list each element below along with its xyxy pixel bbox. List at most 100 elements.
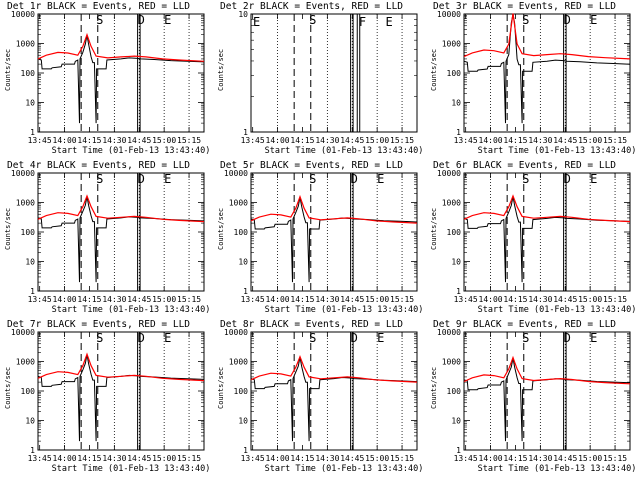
y-tick-label: 100: [234, 387, 249, 396]
x-tick-label: 13:45: [28, 295, 52, 304]
x-tick-label: 14:00: [479, 136, 503, 145]
end-label: E: [164, 331, 171, 345]
end-label: F: [359, 15, 366, 29]
y-tick-label: 10000: [11, 169, 35, 178]
x-axis-label: Start Time (01-Feb-13 13:43:40): [265, 464, 424, 474]
x-tick-label: 14:15: [290, 136, 314, 145]
y-tick-label: 10: [238, 258, 248, 267]
y-axis-label: Counts/sec: [4, 49, 12, 91]
data-label: D: [564, 13, 571, 27]
flare-start-label: S: [309, 331, 316, 345]
panel-det-7: Det 7r BLACK = Events, RED = LLD Counts/s…: [4, 319, 210, 474]
panel-title: Det 4r BLACK = Events, RED = LLD: [7, 160, 190, 171]
x-tick-label: 15:15: [177, 136, 201, 145]
x-axis-label: Start Time (01-Feb-13 13:43:40): [265, 146, 424, 156]
y-tick-label: 1: [456, 287, 461, 296]
x-axis-label: Start Time (01-Feb-13 13:43:40): [52, 146, 211, 156]
x-axis-label: Start Time (01-Feb-13 13:43:40): [478, 305, 637, 315]
events-line: [37, 35, 205, 124]
y-tick-label: 1000: [442, 40, 461, 49]
events-line: [463, 13, 631, 124]
x-tick-label: 15:00: [578, 454, 602, 463]
panel-title: Det 1r BLACK = Events, RED = LLD: [7, 1, 190, 12]
x-tick-label: 15:00: [578, 136, 602, 145]
x-tick-label: 14:15: [503, 136, 527, 145]
events-line: [37, 196, 205, 283]
x-tick-label: 14:30: [528, 295, 552, 304]
data-label: D: [138, 172, 145, 186]
y-tick-label: 10: [238, 417, 248, 426]
x-axis-label: Start Time (01-Feb-13 13:43:40): [265, 305, 424, 315]
y-tick-label: 10: [25, 258, 35, 267]
x-axis-label: Start Time (01-Feb-13 13:43:40): [478, 464, 637, 474]
y-axis-label: Counts/sec: [217, 49, 225, 91]
x-tick-label: 14:15: [503, 295, 527, 304]
y-tick-label: 1000: [229, 199, 248, 208]
events-line: [463, 196, 631, 283]
x-tick-label: 14:45: [127, 454, 151, 463]
y-tick-label: 10: [451, 258, 461, 267]
panel-title: Det 8r BLACK = Events, RED = LLD: [220, 319, 403, 330]
y-tick-label: 1000: [442, 199, 461, 208]
y-axis-label: Counts/sec: [4, 208, 12, 250]
axes-frame: [37, 331, 205, 451]
x-tick-label: 14:15: [503, 454, 527, 463]
x-tick-label: 13:45: [241, 295, 265, 304]
x-tick-label: 13:45: [241, 136, 265, 145]
y-tick-label: 1000: [442, 358, 461, 367]
x-tick-label: 15:15: [603, 295, 627, 304]
flare-start-label: S: [309, 13, 316, 27]
x-tick-label: 13:45: [28, 454, 52, 463]
panel-det-8: Det 8r BLACK = Events, RED = LLD Counts/s…: [217, 319, 423, 474]
end-label: E: [164, 13, 171, 27]
axes-frame: [463, 13, 631, 133]
y-tick-label: 1: [243, 287, 248, 296]
flare-start-label: S: [522, 172, 529, 186]
y-tick-label: 1: [456, 128, 461, 137]
x-tick-label: 14:45: [340, 454, 364, 463]
top-label: E: [253, 15, 260, 29]
axes-frame: [250, 331, 418, 451]
y-tick-label: 100: [447, 228, 462, 237]
end-label: E: [590, 331, 597, 345]
y-tick-label: 10: [451, 417, 461, 426]
panel-title: Det 9r BLACK = Events, RED = LLD: [433, 319, 616, 330]
x-tick-label: 15:15: [177, 454, 201, 463]
x-tick-label: 14:15: [77, 295, 101, 304]
y-axis-label: Counts/sec: [430, 367, 438, 409]
y-tick-label: 1: [243, 128, 248, 137]
end-label: E: [590, 13, 597, 27]
x-tick-label: 13:45: [454, 136, 478, 145]
panel-title: Det 5r BLACK = Events, RED = LLD: [220, 160, 403, 171]
axes-frame: [37, 172, 205, 292]
panel-title: Det 7r BLACK = Events, RED = LLD: [7, 319, 190, 330]
y-tick-label: 100: [447, 69, 462, 78]
y-tick-label: 10000: [224, 328, 248, 337]
y-tick-label: 1: [30, 446, 35, 455]
x-tick-label: 15:15: [177, 295, 201, 304]
x-tick-label: 15:15: [390, 136, 414, 145]
end-label: E: [590, 172, 597, 186]
x-tick-label: 15:00: [152, 454, 176, 463]
x-tick-label: 15:00: [365, 454, 389, 463]
y-axis-label: Counts/sec: [4, 367, 12, 409]
x-tick-label: 15:00: [152, 295, 176, 304]
flare-start-label: S: [522, 331, 529, 345]
x-tick-label: 14:15: [290, 295, 314, 304]
flare-start-label: S: [309, 172, 316, 186]
x-tick-label: 14:45: [553, 136, 577, 145]
x-tick-label: 14:00: [479, 295, 503, 304]
x-tick-label: 14:30: [528, 136, 552, 145]
events-line: [463, 358, 631, 442]
x-tick-label: 14:30: [102, 136, 126, 145]
panel-title: Det 6r BLACK = Events, RED = LLD: [433, 160, 616, 171]
y-tick-label: 1: [456, 446, 461, 455]
y-axis-label: Counts/sec: [430, 49, 438, 91]
data-label: D: [351, 172, 358, 186]
x-tick-label: 14:00: [53, 454, 77, 463]
y-tick-label: 1: [243, 446, 248, 455]
x-tick-label: 13:45: [454, 454, 478, 463]
x-tick-label: 14:00: [266, 454, 290, 463]
x-tick-label: 15:00: [152, 136, 176, 145]
